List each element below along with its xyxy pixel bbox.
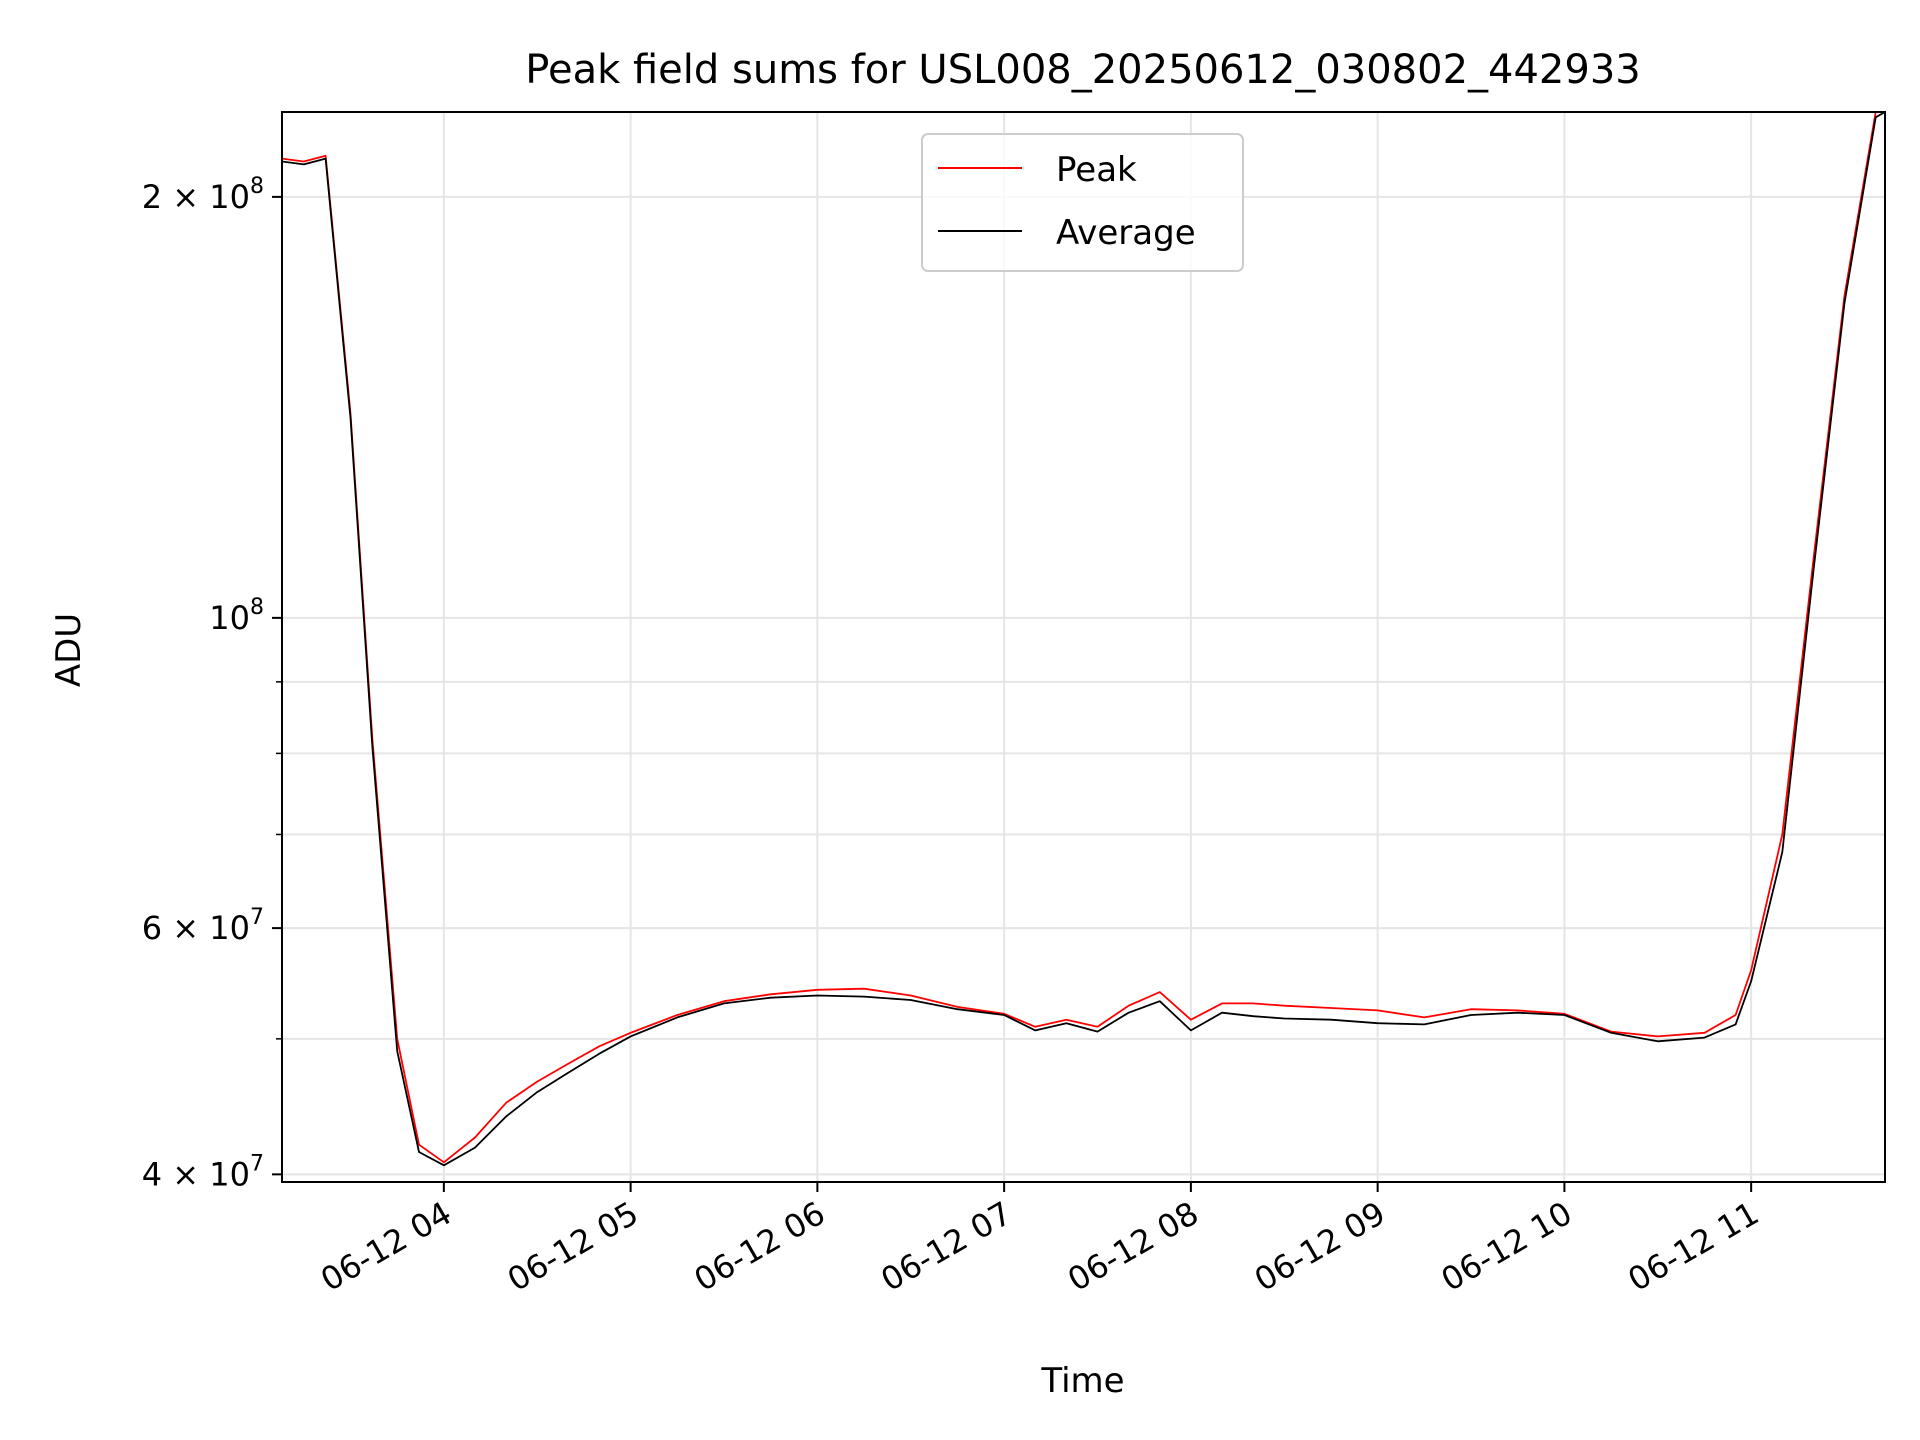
- y-tick-label: 6 × 107: [142, 905, 264, 947]
- legend: Peak Average: [921, 133, 1244, 272]
- plot-series: [282, 112, 1885, 1167]
- y-tick-label: 2 × 108: [142, 174, 264, 216]
- legend-label-peak: Peak: [1056, 150, 1137, 190]
- chart-title: Peak field sums for USL008_20250612_0308…: [525, 47, 1640, 93]
- grid: [282, 112, 1885, 1182]
- series-line-peak: [282, 112, 1885, 1164]
- x-axis-label: Time: [1040, 1361, 1124, 1401]
- y-tick-label: 108: [209, 595, 264, 637]
- plot-frame: [281, 111, 1886, 1183]
- y-axis-label: ADU: [49, 613, 89, 687]
- series-line-average: [282, 112, 1885, 1167]
- y-axis: 4 × 107 6 × 107 108 2 × 108: [142, 174, 282, 1193]
- y-tick-label: 4 × 107: [142, 1151, 264, 1193]
- legend-label-average: Average: [1056, 213, 1196, 253]
